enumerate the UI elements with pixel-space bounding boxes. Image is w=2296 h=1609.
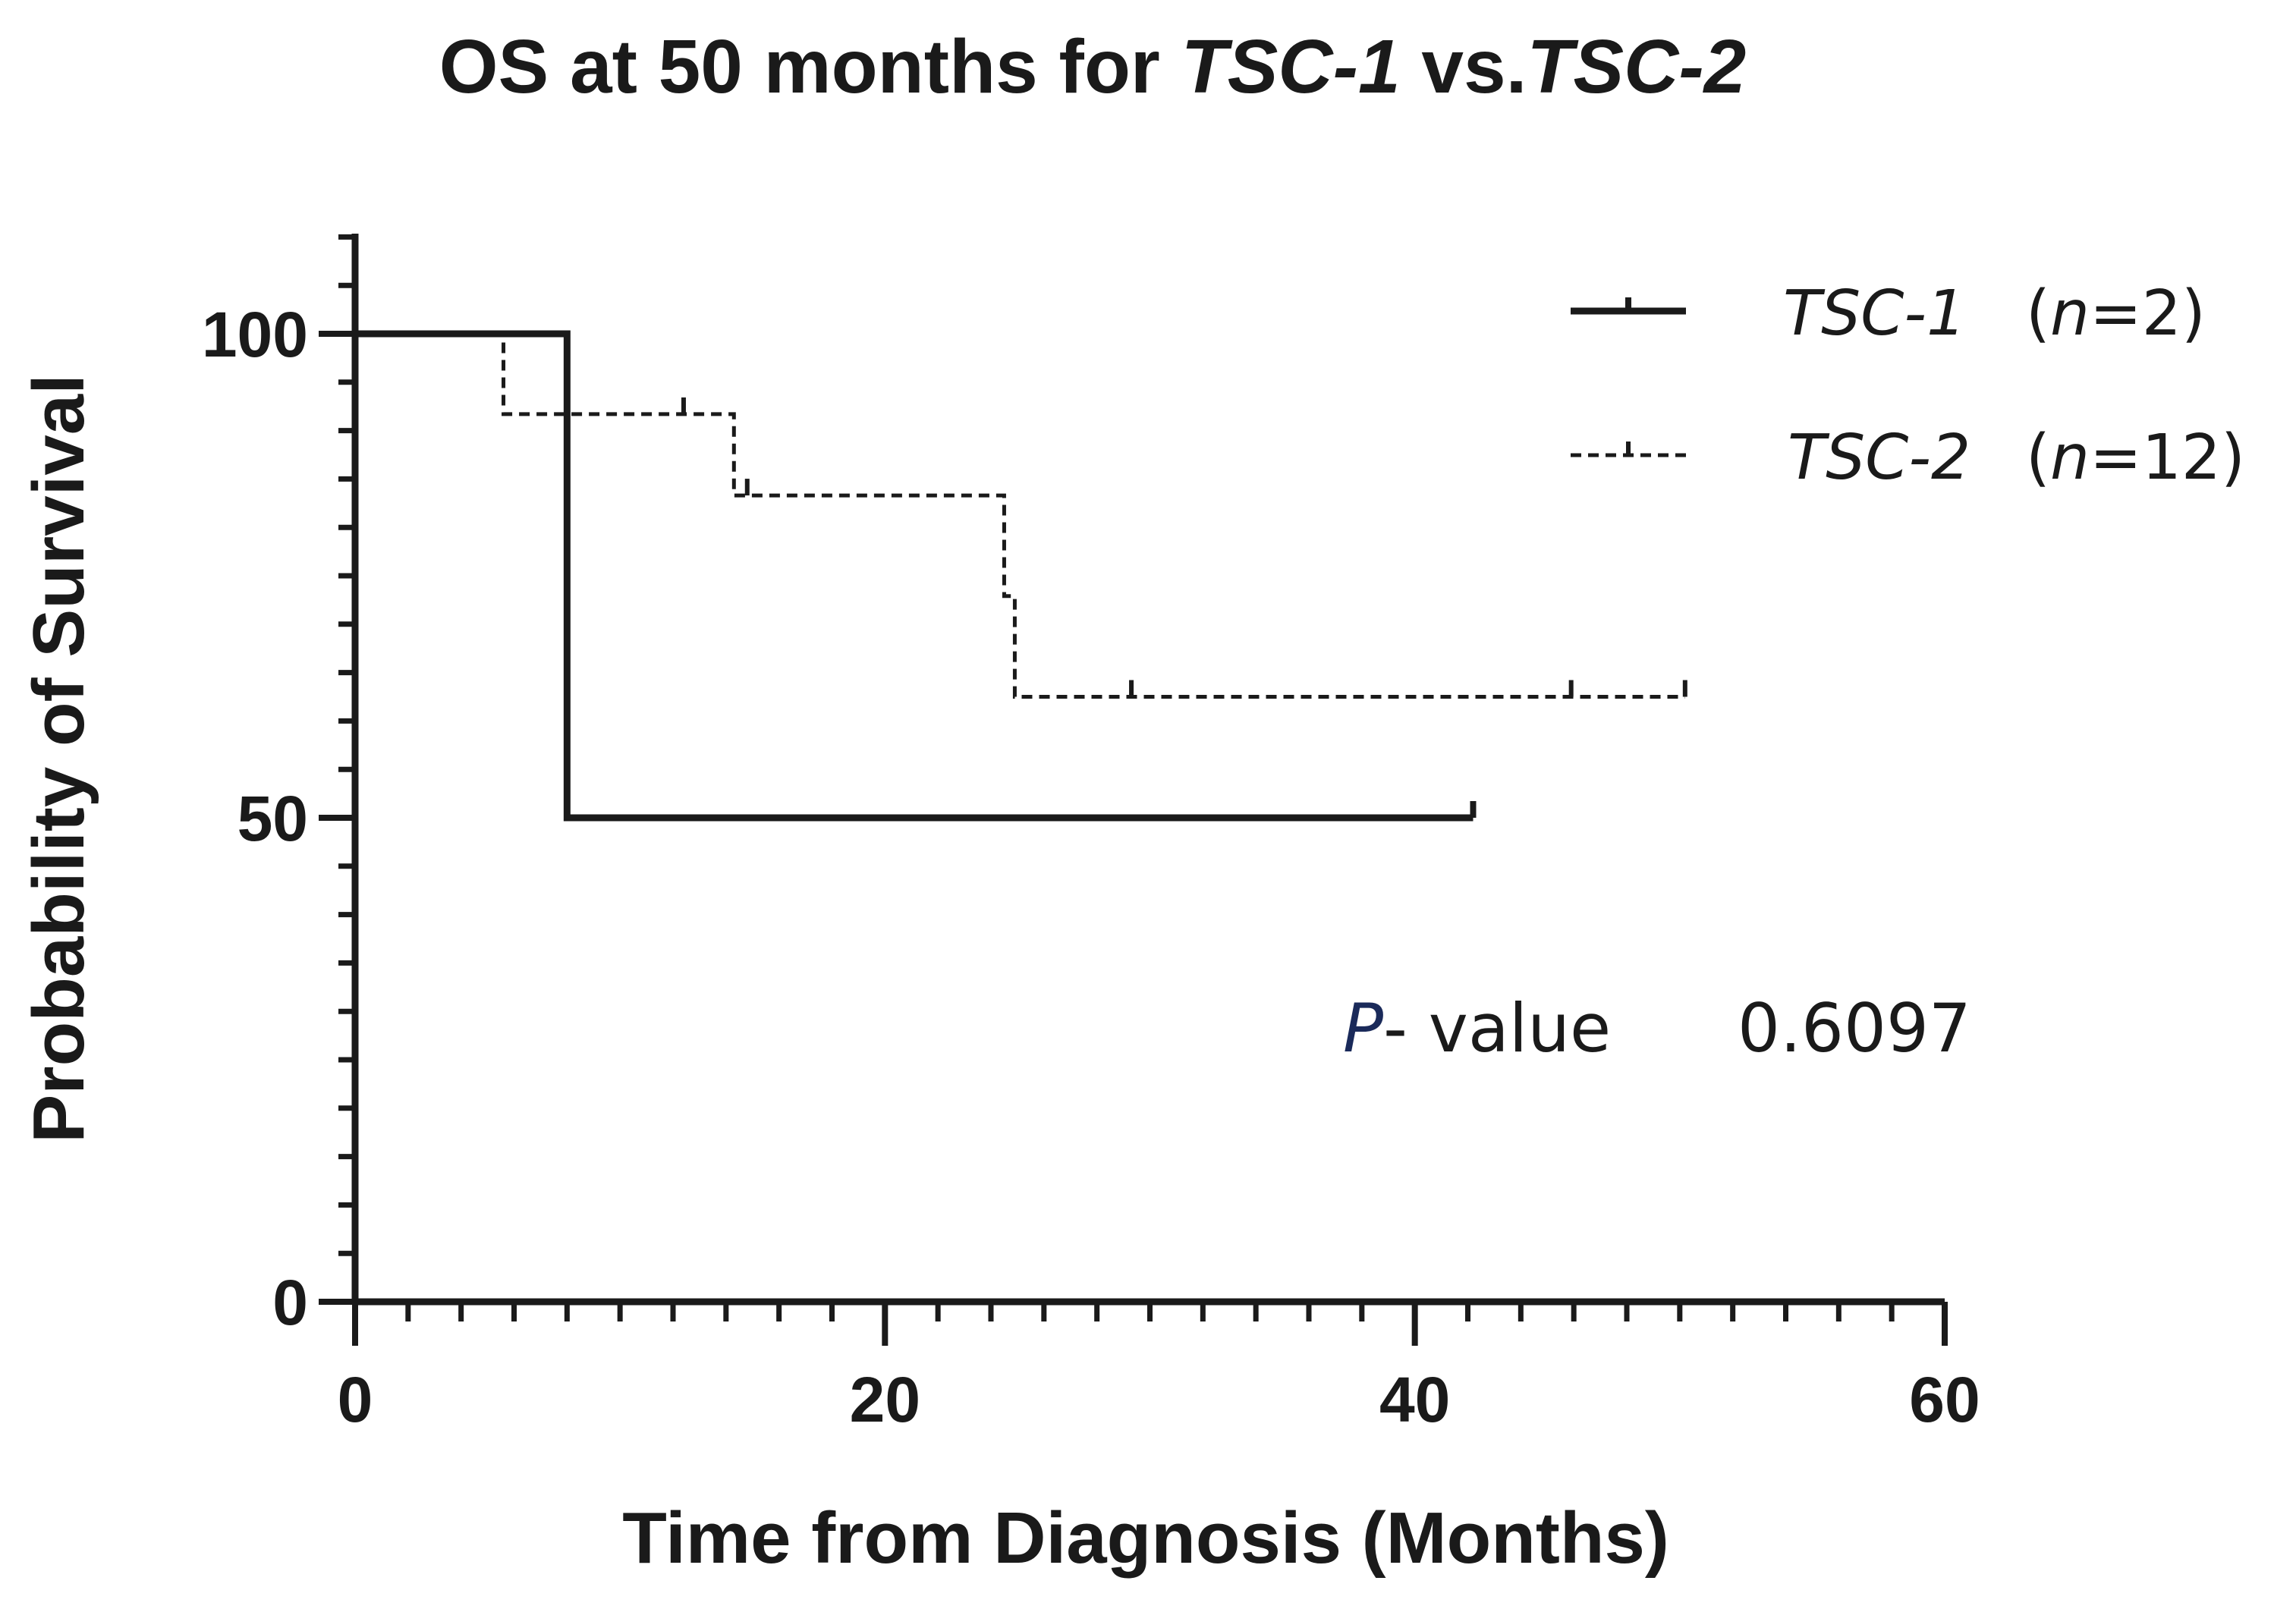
p-value-annotation: P- value 0.6097 (1343, 989, 1971, 1067)
x-tick-label: 40 (1379, 1364, 1450, 1435)
legend-n-tsc1: (n=2) (2026, 278, 2206, 350)
series-tsc-2 (355, 332, 1687, 699)
legend-label-tsc1: TSC-1 (1783, 278, 1966, 350)
y-axis-label: Probability of Survival (18, 374, 99, 1143)
x-tick-label: 60 (1909, 1364, 1980, 1435)
legend: TSC-1 (n=2) TSC-2 (n=12) (1571, 278, 2245, 494)
series-group (355, 330, 1687, 822)
series-tsc-1 (355, 330, 1477, 822)
legend-item-tsc1: TSC-1 (n=2) (1571, 278, 2206, 350)
p-value-number: 0.6097 (1738, 989, 1971, 1067)
legend-n-tsc2: (n=12) (2026, 422, 2245, 494)
x-axis-label: Time from Diagnosis (Months) (622, 1497, 1669, 1579)
x-tick-label: 20 (850, 1364, 920, 1435)
axes: 0 50 100 0 20 40 60 (202, 234, 1980, 1435)
legend-item-tsc2: TSC-2 (n=12) (1571, 422, 2245, 494)
survival-line-tsc-2 (355, 332, 1685, 699)
legend-label-tsc2: TSC-2 (1788, 422, 1970, 494)
survival-line-tsc-1 (355, 330, 1474, 822)
y-tick-label: 0 (272, 1267, 308, 1338)
y-tick-label: 50 (237, 783, 308, 854)
y-tick-label: 100 (202, 299, 308, 370)
x-tick-label: 0 (338, 1364, 373, 1435)
p-value-label: P- value (1343, 989, 1611, 1067)
chart-title: OS at 50 months for TSC-1 vs.TSC-2 (439, 24, 1747, 109)
